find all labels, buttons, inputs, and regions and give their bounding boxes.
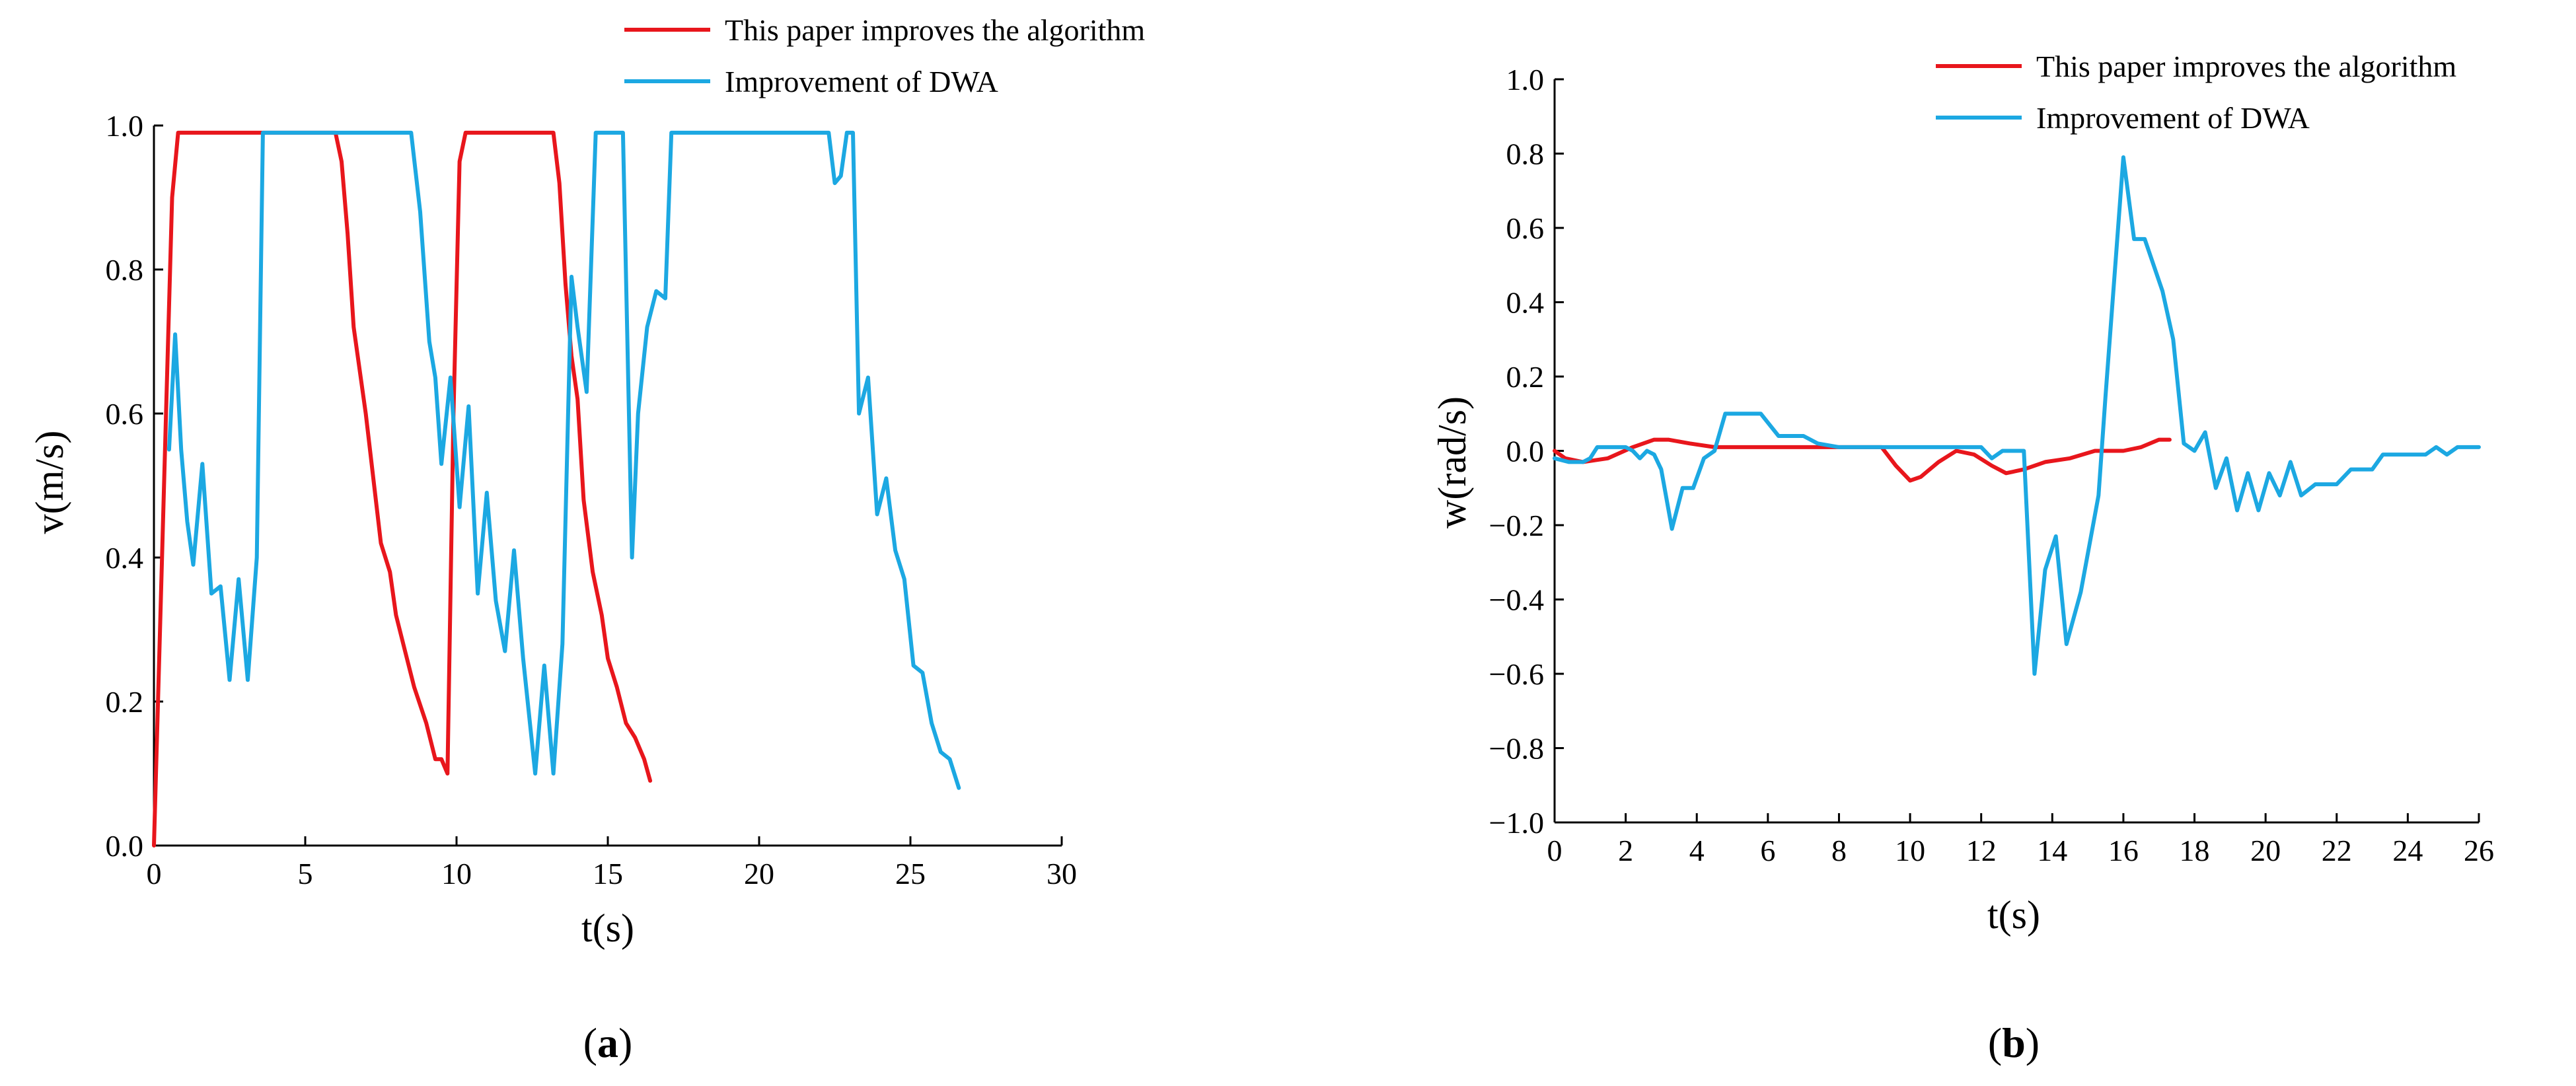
x-tick-label: 15 [593,857,623,890]
caption-close: ) [2026,1019,2040,1066]
series-line-dwa [166,130,961,790]
y-tick-label: 0.6 [106,397,144,431]
series-line-dwa [1553,155,2481,676]
caption-letter: a [597,1019,618,1066]
x-tick-label: 0 [1547,834,1563,867]
caption-open: ( [1988,1019,2002,1066]
caption-open: ( [583,1019,597,1066]
x-tick-label: 0 [147,857,162,890]
legend-label: This paper improves the algorithm [725,13,1145,47]
series-line-algorithm [1553,437,2172,483]
y-tick-label: 0.4 [106,541,144,575]
x-tick-label: 20 [744,857,774,890]
x-tick-label: 10 [1895,834,1925,867]
x-tick-label: 26 [2464,834,2494,867]
x-tick-label: 8 [1831,834,1847,867]
y-tick-label: −1.0 [1489,806,1544,840]
x-tick-label: 30 [1047,857,1077,890]
x-tick-label: 22 [2322,834,2352,867]
y-tick-label: 0.0 [106,829,144,863]
legend-label: Improvement of DWA [2036,101,2310,135]
y-tick-label: 1.0 [1506,63,1545,96]
series-line-algorithm [152,130,653,848]
y-tick-label: 0.2 [1506,360,1545,394]
y-tick-label: 0.8 [106,253,144,287]
x-tick-label: 24 [2392,834,2423,867]
x-axis-label: t(s) [581,906,634,950]
y-tick-label: 0.0 [1506,435,1545,468]
x-tick-label: 14 [2037,834,2067,867]
y-tick-label: 0.4 [1506,286,1545,320]
legend-label: This paper improves the algorithm [2036,50,2456,83]
chart-panel-a: 0 5 10 15 20 25 30 0.0 0.2 0.4 0.6 0.8 1.0 t(s) v(m/s)… [28,13,1145,1066]
x-tick-label: 12 [1966,834,1997,867]
x-tick-label: 10 [441,857,472,890]
x-tick-label: 25 [895,857,926,890]
y-tick-label: −0.6 [1489,657,1544,691]
x-axis-label: t(s) [1987,893,2040,937]
y-axis-label: w(rad/s) [1430,396,1474,528]
y-tick-label: 1.0 [106,109,144,143]
y-tick-label: −0.2 [1489,509,1544,542]
x-tick-label: 2 [1618,834,1633,867]
panel-caption: (a) [583,1019,633,1066]
y-tick-label: 0.2 [106,685,144,719]
chart-panel-b: 0 2 4 6 8 10 12 14 16 18 20 22 24 26−1.0−0.8−0.6−0.4−… [1430,50,2494,1066]
caption-close: ) [618,1019,632,1066]
x-tick-label: 16 [2108,834,2139,867]
y-tick-label: −0.4 [1489,583,1544,617]
x-tick-label: 5 [298,857,313,890]
y-tick-label: −0.8 [1489,732,1544,766]
panel-caption: (b) [1988,1019,2040,1066]
x-tick-label: 20 [2250,834,2281,867]
y-tick-label: 0.8 [1506,137,1545,171]
y-axis-label: v(m/s) [28,431,71,534]
x-tick-label: 18 [2180,834,2210,867]
x-tick-label: 4 [1689,834,1705,867]
y-tick-label: 0.6 [1506,211,1545,245]
legend-label: Improvement of DWA [725,65,998,98]
caption-letter: b [2002,1019,2026,1066]
x-tick-label: 6 [1760,834,1775,867]
